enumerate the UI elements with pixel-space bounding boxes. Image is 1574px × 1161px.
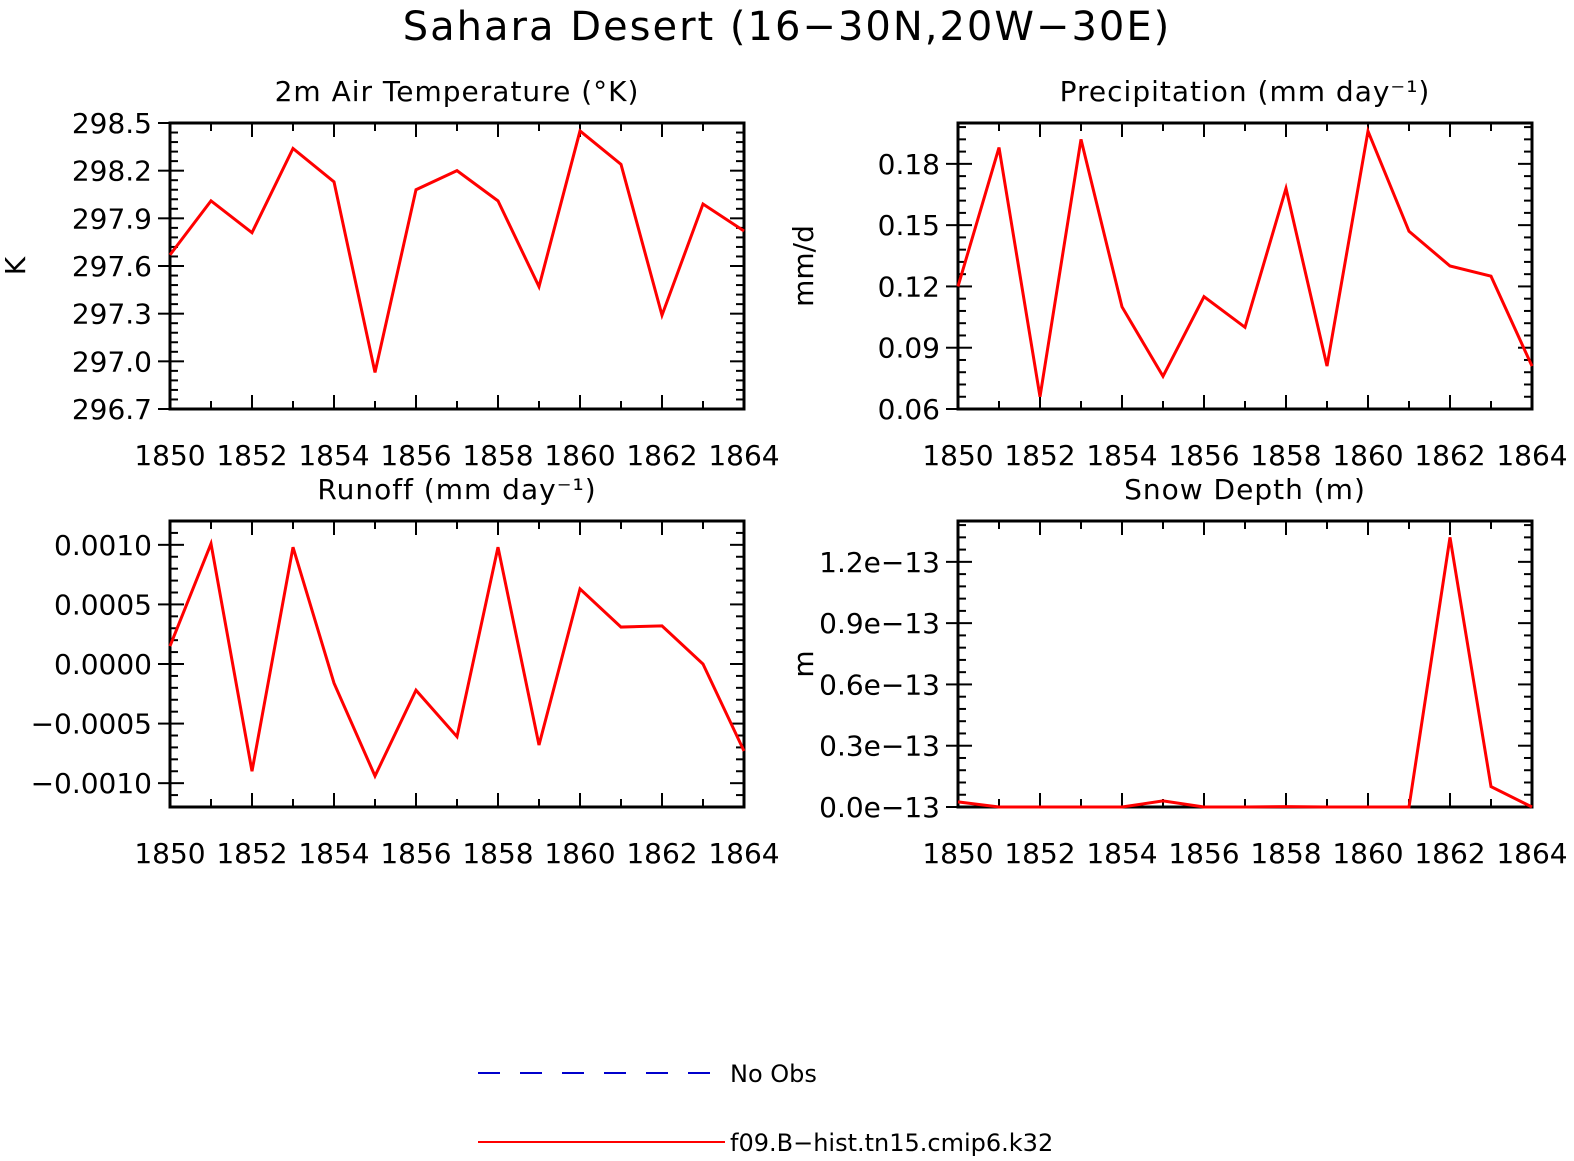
- y-tick-label: 0.09: [878, 332, 940, 365]
- y-tick-label: 296.7: [72, 393, 152, 426]
- y-tick-label: 0.12: [878, 270, 940, 303]
- y-tick-label: 0.0005: [54, 588, 152, 621]
- x-tick-label: 1864: [708, 837, 779, 870]
- y-tick-label: 0.0010: [54, 529, 152, 562]
- x-tick-label: 1854: [298, 439, 369, 472]
- y-tick-label: 0.0e−13: [819, 791, 940, 824]
- x-tick-label: 1854: [1086, 439, 1157, 472]
- panel-title: Precipitation (mm day⁻¹): [1060, 75, 1431, 108]
- x-tick-label: 1856: [380, 837, 451, 870]
- y-tick-label: 0.9e−13: [819, 607, 940, 640]
- series-line: [168, 128, 745, 373]
- panel-runoff: Runoff (mm day⁻¹) 1850 1852 1854 1856 1858 186…: [31, 473, 780, 870]
- x-tick-label: 1858: [1250, 439, 1321, 472]
- x-tick-label: 1862: [626, 837, 697, 870]
- y-tick-label: 297.6: [72, 250, 152, 283]
- x-tick-label: 1858: [1250, 837, 1321, 870]
- y-tick-label: 1.2e−13: [819, 546, 940, 579]
- x-tick-label: 1850: [922, 439, 993, 472]
- plot-frame: [168, 121, 746, 411]
- x-tick-label: 1860: [1332, 439, 1403, 472]
- x-tick-label: 1862: [626, 439, 697, 472]
- y-tick-label: 298.2: [72, 155, 152, 188]
- x-tick-label: 1850: [134, 439, 205, 472]
- y-axis-label: m: [787, 650, 820, 677]
- panel-precipitation: Precipitation (mm day⁻¹) mm/d 1850 1852 1854…: [787, 75, 1568, 472]
- x-tick-label: 1854: [1086, 837, 1157, 870]
- y-tick-label: −0.0005: [31, 708, 152, 741]
- x-tick-label: 1852: [1004, 439, 1075, 472]
- y-tick-label: 0.18: [878, 148, 940, 181]
- x-tick-label: 1864: [1496, 439, 1567, 472]
- y-tick-label: 0.15: [878, 209, 940, 242]
- x-tick-label: 1852: [1004, 837, 1075, 870]
- y-tick-label: 0.0000: [54, 648, 152, 681]
- x-tick-label: 1850: [134, 837, 205, 870]
- x-tick-label: 1860: [1332, 837, 1403, 870]
- y-axis-label: mm/d: [787, 225, 820, 307]
- panel-title: 2m Air Temperature (°K): [275, 75, 640, 108]
- y-tick-label: 297.3: [72, 298, 152, 331]
- panel-air-temperature: 2m Air Temperature (°K) K 1850 1852 1854 1856…: [0, 75, 780, 472]
- x-tick-label: 1860: [544, 439, 615, 472]
- x-tick-label: 1862: [1414, 439, 1485, 472]
- x-tick-label: 1864: [1496, 837, 1567, 870]
- x-tick-label: 1854: [298, 837, 369, 870]
- series-line: [957, 537, 1533, 809]
- y-axis-label: K: [0, 256, 32, 275]
- x-tick-label: 1858: [462, 439, 533, 472]
- legend-model-label: f09.B−hist.tn15.cmip6.k32: [730, 1129, 1053, 1157]
- x-tick-label: 1856: [380, 439, 451, 472]
- panel-title: Snow Depth (m): [1124, 473, 1366, 506]
- y-tick-label: 297.0: [72, 345, 152, 378]
- legend: No Obs f09.B−hist.tn15.cmip6.k32: [478, 1060, 1053, 1157]
- x-tick-label: 1850: [922, 837, 993, 870]
- x-tick-label: 1862: [1414, 837, 1485, 870]
- x-tick-label: 1860: [544, 837, 615, 870]
- legend-obs-label: No Obs: [730, 1060, 817, 1088]
- x-tick-label: 1852: [216, 837, 287, 870]
- y-tick-label: 0.6e−13: [819, 668, 940, 701]
- figure-title: Sahara Desert (16−30N,20W−30E): [403, 4, 1171, 50]
- y-tick-label: 298.5: [72, 107, 152, 140]
- y-tick-label: −0.0010: [31, 767, 152, 800]
- y-tick-label: 0.06: [878, 393, 940, 426]
- x-tick-label: 1856: [1168, 837, 1239, 870]
- plot-frame: [168, 519, 746, 809]
- series-line: [168, 538, 746, 780]
- y-tick-label: 0.3e−13: [819, 730, 940, 763]
- x-tick-label: 1864: [708, 439, 779, 472]
- panel-snow-depth: Snow Depth (m) m 1850 1852 1854 1856 1858 1860 1…: [787, 473, 1568, 870]
- y-tick-label: 297.9: [72, 202, 152, 235]
- x-tick-label: 1852: [216, 439, 287, 472]
- series-line: [956, 125, 1534, 397]
- x-tick-label: 1856: [1168, 439, 1239, 472]
- x-tick-label: 1858: [462, 837, 533, 870]
- panel-title: Runoff (mm day⁻¹): [317, 473, 596, 506]
